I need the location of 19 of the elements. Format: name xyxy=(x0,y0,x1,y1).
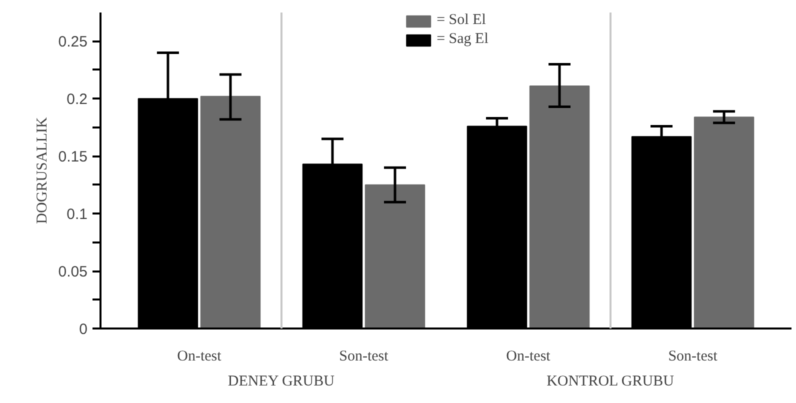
text: DENEY GRUBU xyxy=(228,374,335,390)
x-tick-label: Son-test xyxy=(668,348,718,364)
bar xyxy=(694,116,754,328)
bar xyxy=(200,96,261,328)
y-tick-label: 0.15 xyxy=(58,148,88,166)
legend-label: = Sag El xyxy=(436,31,488,48)
legend-label: = Sol El xyxy=(436,12,486,29)
x-tick-label: Son-test xyxy=(339,348,390,364)
y-tick-label: 0.1 xyxy=(66,206,88,224)
x-tick-label: On-test xyxy=(506,348,552,364)
y-tick-label: 0 xyxy=(79,321,88,338)
bar xyxy=(529,86,590,328)
y-tick-label: 0.05 xyxy=(58,264,88,281)
bar xyxy=(364,184,426,328)
text: KONTROL GRUBU xyxy=(546,374,674,390)
y-tick-label: 0.25 xyxy=(58,34,88,51)
y-tick-label: 0.2 xyxy=(66,91,88,108)
x-tick-label: On-test xyxy=(177,348,222,364)
y-axis-title: DOGRUSALLIK xyxy=(34,117,50,224)
